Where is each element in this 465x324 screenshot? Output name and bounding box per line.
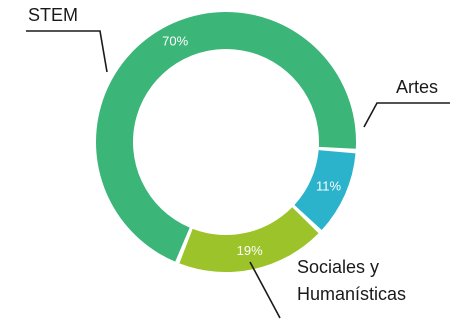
category-label-line: Artes (396, 77, 438, 97)
slice-artes (294, 150, 356, 230)
chart-slices (95, 12, 356, 273)
category-label-line: Humanísticas (297, 284, 406, 304)
category-label-stem: STEM (28, 5, 78, 25)
chart-category-labels: STEM Artes Sociales y Humanísticas (28, 5, 438, 304)
category-label-line: Sociales y (297, 257, 379, 277)
chart-value-labels: 70% 11% 19% (162, 34, 341, 258)
slice-stem (95, 12, 356, 262)
category-label-line: STEM (28, 5, 78, 25)
value-label-stem: 70% (162, 34, 188, 49)
slice-sociales (179, 207, 319, 273)
category-label-artes: Artes (396, 77, 438, 97)
leader-line-artes (363, 102, 450, 128)
category-label-sociales: Sociales y Humanísticas (297, 257, 406, 304)
leader-line-sociales (249, 261, 281, 319)
value-label-artes: 11% (316, 179, 341, 194)
value-label-sociales: 19% (237, 243, 263, 258)
leader-line-stem (26, 30, 108, 73)
chart-leader-lines (26, 30, 450, 319)
